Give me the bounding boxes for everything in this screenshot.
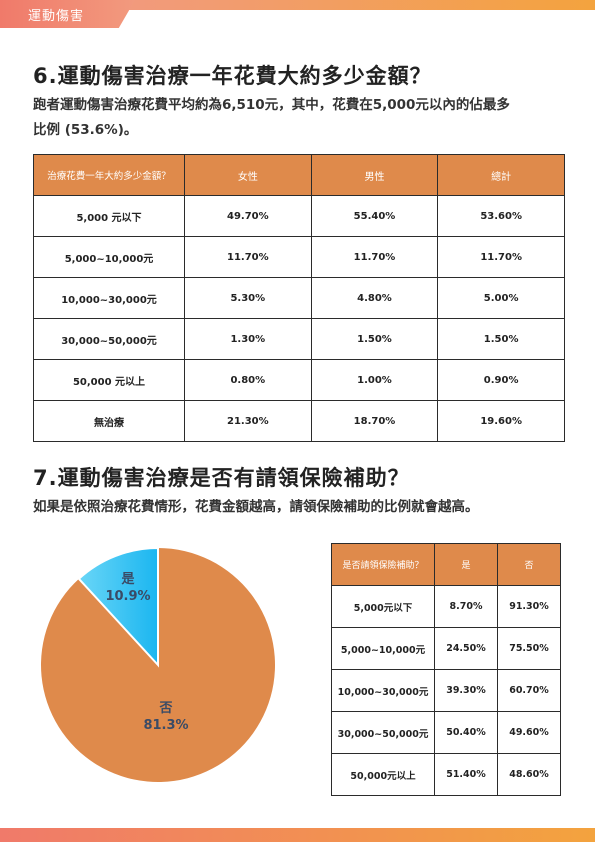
cost-table-cell: 1.00% [310,359,439,401]
insurance-table-cell: 91.30% [497,585,561,628]
cost-table-cell: 50,000 元以上 [33,359,185,401]
insurance-table-row: 10,000~30,000元 39.30% 60.70% [331,669,561,712]
cost-table-row: 無治療 21.30% 18.70% 19.60% [33,400,565,442]
insurance-table-cell: 5,000~10,000元 [331,627,435,670]
cost-table-row: 30,000~50,000元 1.30% 1.50% 1.50% [33,318,565,360]
section7-desc: 如果是依照治療花費情形，花費金額越高，請領保險補助的比例就會越高。 [33,499,479,515]
insurance-table-cell: 75.50% [497,627,561,670]
insurance-table: 是否請領保險補助？是否 5,000元以下 8.70% 91.30% 5,000~10,… [331,543,561,796]
pie-label-yes-name: 是 [120,572,135,587]
footer-accent-bar [0,828,595,842]
header-tag-label: 運動傷害 [28,9,85,24]
insurance-table-cell: 5,000元以下 [331,585,435,628]
pie-label-no-value: 81.3% [143,718,188,733]
cost-table: 治療花費一年大約多少金額？ 女性 男性 總計 5,000 元以下 49.70% 55.40… [33,154,565,442]
cost-table-cell: 1.30% [184,318,312,360]
insurance-table-cell: 8.70% [434,585,498,628]
insurance-table-cell: 50,000元以上 [331,753,435,796]
cost-table-cell: 5,000 元以下 [33,195,185,237]
cost-table-cell: 0.90% [437,359,565,401]
insurance-table-cell: 30,000~50,000元 [331,711,435,754]
insurance-table-row: 5,000元以下 8.70% 91.30% [331,585,561,628]
cost-table-cell: 19.60% [437,400,565,442]
cost-table-cell: 5.30% [184,277,312,319]
insurance-table-header-cell: 否 [497,543,561,586]
insurance-table-cell: 60.70% [497,669,561,712]
cost-table-header-cell: 男性 [310,154,439,196]
cost-table-cell: 5.00% [437,277,565,319]
cost-table-row: 5,000~10,000元 11.70% 11.70% 11.70% [33,236,565,278]
cost-table-cell: 5,000~10,000元 [33,236,185,278]
cost-table-cell: 53.60% [437,195,565,237]
cost-table-header-row: 治療花費一年大約多少金額？ 女性 男性 總計 [33,154,565,196]
header-accent-line [120,0,595,10]
cost-table-cell: 11.70% [437,236,565,278]
cost-table-row: 5,000 元以下 49.70% 55.40% 53.60% [33,195,565,237]
cost-table-header-cell: 治療花費一年大約多少金額？ [33,154,185,196]
insurance-table-row: 30,000~50,000元 50.40% 49.60% [331,711,561,754]
insurance-table-cell: 39.30% [434,669,498,712]
cost-table-cell: 55.40% [310,195,439,237]
cost-table-cell: 1.50% [437,318,565,360]
cost-table-cell: 49.70% [184,195,312,237]
cost-table-row: 50,000 元以上 0.80% 1.00% 0.90% [33,359,565,401]
insurance-table-row: 5,000~10,000元 24.50% 75.50% [331,627,561,670]
insurance-table-cell: 51.40% [434,753,498,796]
section6-desc-line2: 比例 (53.6%)。 [33,122,138,138]
section6-title: 6.運動傷害治療一年花費大約多少金額？ [33,64,432,88]
cost-table-cell: 4.80% [310,277,439,319]
cost-table-cell: 21.30% [184,400,312,442]
insurance-table-row: 50,000元以上 51.40% 48.60% [331,753,561,796]
cost-table-header-cell: 女性 [184,154,312,196]
insurance-table-header-cell: 是 [434,543,498,586]
header-tag: 運動傷害 [0,0,135,28]
cost-table-cell: 11.70% [184,236,312,278]
cost-table-cell: 無治療 [33,400,185,442]
insurance-table-cell: 24.50% [434,627,498,670]
cost-table-header-cell: 總計 [437,154,565,196]
cost-table-cell: 11.70% [310,236,439,278]
pie-label-yes-value: 10.9% [105,589,150,604]
insurance-table-cell: 10,000~30,000元 [331,669,435,712]
insurance-table-cell: 49.60% [497,711,561,754]
insurance-table-body: 5,000元以下 8.70% 91.30% 5,000~10,000元 24.50% 75… [331,585,561,796]
section7-title: 7.運動傷害治療是否有請領保險補助？ [33,466,410,490]
cost-table-cell: 30,000~50,000元 [33,318,185,360]
pie-label-no-name: 否 [158,701,172,716]
insurance-pie-chart: 是 10.9% 否 81.3% [41,547,276,782]
cost-table-cell: 0.80% [184,359,312,401]
cost-table-cell: 1.50% [310,318,439,360]
insurance-table-header-cell: 是否請領保險補助？ [331,543,435,586]
cost-table-cell: 10,000~30,000元 [33,277,185,319]
cost-table-cell: 18.70% [310,400,439,442]
insurance-table-header-row: 是否請領保險補助？是否 [331,543,561,586]
insurance-table-cell: 48.60% [497,753,561,796]
cost-table-row: 10,000~30,000元 5.30% 4.80% 5.00% [33,277,565,319]
insurance-table-cell: 50.40% [434,711,498,754]
cost-table-body: 5,000 元以下 49.70% 55.40% 53.60% 5,000~10,000元… [33,195,565,442]
pie-slice-yes [77,547,159,668]
section6-desc-line1: 跑者運動傷害治療花費平均約為6,510元，其中，花費在5,000元以內的佔最多 [33,97,510,113]
